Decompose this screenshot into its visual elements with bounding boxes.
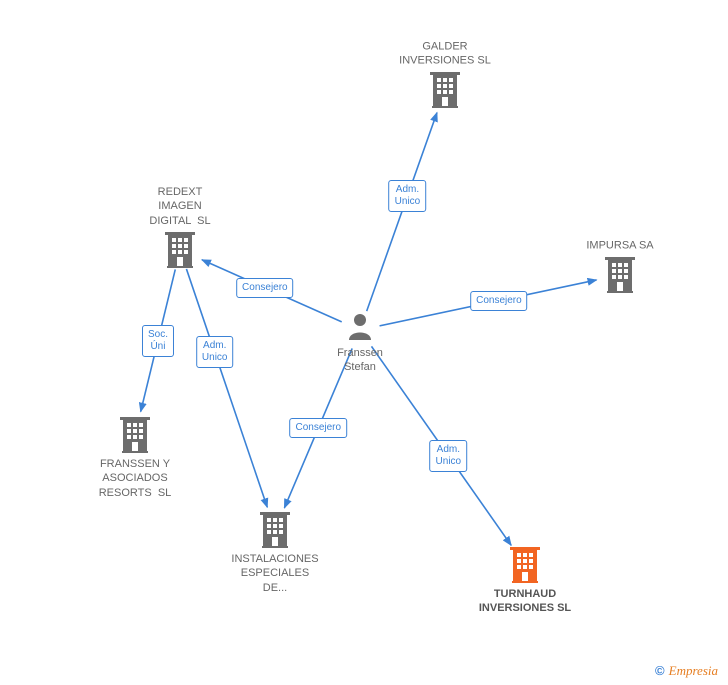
- building-label: GALDER INVERSIONES SL: [399, 39, 491, 68]
- edge-label: Soc. Úni: [142, 325, 174, 357]
- edge-label: Adm. Unico: [389, 180, 427, 212]
- building-icon[interactable]: [510, 547, 540, 588]
- edge-label: Adm. Unico: [196, 336, 234, 368]
- building-label: IMPURSA SA: [586, 239, 653, 253]
- building-icon[interactable]: [260, 512, 290, 553]
- building-icon[interactable]: [430, 72, 460, 113]
- building-label: INSTALACIONES ESPECIALES DE...: [231, 552, 318, 595]
- edge-label: Adm. Unico: [430, 440, 468, 472]
- edge-label: Consejero: [470, 291, 528, 311]
- building-icon[interactable]: [605, 257, 635, 298]
- person-label: Franssen Stefan: [337, 346, 383, 375]
- building-icon[interactable]: [120, 417, 150, 458]
- edge-line: [186, 269, 267, 507]
- edge-label: Consejero: [236, 278, 294, 298]
- footer-attribution: © Empresia: [655, 663, 718, 679]
- building-label: FRANSSEN Y ASOCIADOS RESORTS SL: [99, 457, 172, 500]
- building-label: REDEXT IMAGEN DIGITAL SL: [149, 185, 210, 228]
- brand-name: Empresia: [669, 663, 718, 678]
- edge-label: Consejero: [289, 418, 347, 438]
- person-icon[interactable]: [347, 312, 373, 345]
- building-label: TURNHAUD INVERSIONES SL: [479, 587, 571, 616]
- building-icon[interactable]: [165, 232, 195, 273]
- copyright-symbol: ©: [655, 663, 665, 678]
